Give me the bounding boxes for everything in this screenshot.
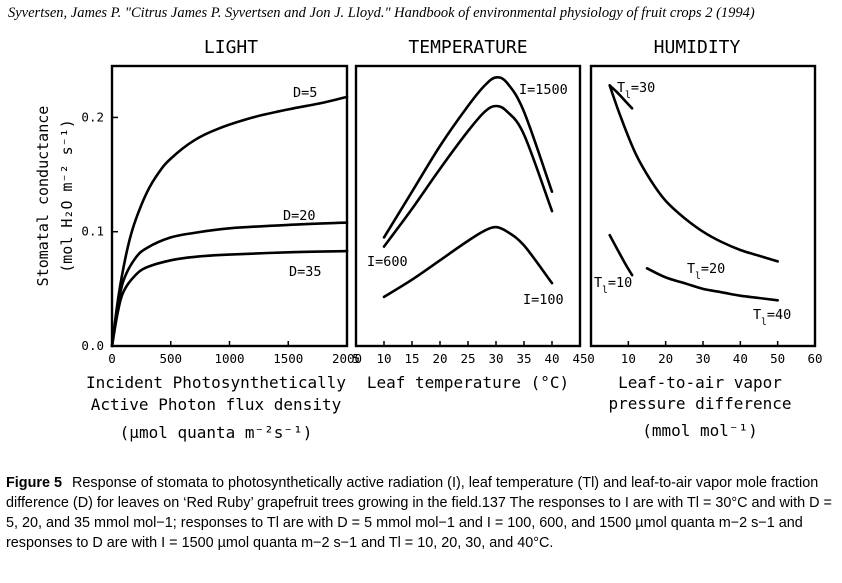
figure-caption: Figure 5 Response of stomata to photosyn… xyxy=(6,473,838,553)
temperature-xlabel: Leaf temperature (°C) xyxy=(367,373,569,392)
x-tick-label: 1500 xyxy=(273,351,303,366)
label-d5: D=5 xyxy=(293,85,317,101)
label-tl10-val: =10 xyxy=(608,275,632,291)
humidity-panel-title: HUMIDITY xyxy=(654,37,741,58)
label-tl20-val: =20 xyxy=(701,261,725,277)
y-tick-label: 0.2 xyxy=(81,109,104,124)
y-axis-label: Stomatal conductance (mol H₂O m⁻² s⁻¹) xyxy=(34,106,76,287)
label-tl20-sub: l xyxy=(695,271,701,282)
label-i600: I=600 xyxy=(367,254,408,270)
label-d35: D=35 xyxy=(289,264,322,280)
x-tick-label: 60 xyxy=(807,351,822,366)
x-tick-label: 2000 xyxy=(332,351,362,366)
x-tick-label: 1000 xyxy=(214,351,244,366)
curve-d-35 xyxy=(110,249,349,348)
citation: Syvertsen, James P. "Citrus James P. Syv… xyxy=(8,5,755,21)
humidity-panel-frame xyxy=(589,64,817,348)
x-tick-label: 0 xyxy=(108,351,116,366)
y-axis-label-line1: Stomatal conductance xyxy=(34,106,52,287)
y-ticks: 0.0 0.1 0.2 xyxy=(81,109,118,353)
light-panel-frame xyxy=(110,64,349,348)
x-tick-label: 15 xyxy=(404,351,419,366)
x-tick-label: 30 xyxy=(488,351,503,366)
label-i1500: I=1500 xyxy=(519,82,568,98)
label-tl30-t: T xyxy=(617,80,625,96)
curve-i-600 xyxy=(382,104,554,248)
curve-tl-40 xyxy=(608,84,634,110)
x-tick-label: 5 xyxy=(352,351,360,366)
x-tick-label: 35 xyxy=(516,351,531,366)
y-axis-label-line2: (mol H₂O m⁻² s⁻¹) xyxy=(58,119,76,273)
x-tick-label: 0 xyxy=(587,351,595,366)
curve-tl-30 xyxy=(608,84,779,263)
humidity-xlabel-line1: Leaf-to-air vapor xyxy=(618,373,782,392)
label-tl20: Tl=20 xyxy=(687,261,725,282)
label-tl40: Tl=40 xyxy=(753,307,791,328)
label-i100: I=100 xyxy=(523,292,564,308)
x-tick-label: 45 xyxy=(572,351,587,366)
humidity-xlabel-line3: (mmol mol⁻¹) xyxy=(642,421,758,440)
light-x-ticks: 0 500 1000 1500 2000 xyxy=(108,341,362,366)
curve-tl-20 xyxy=(645,267,779,302)
humidity-curves xyxy=(608,84,779,302)
temperature-panel-title: TEMPERATURE xyxy=(408,37,527,58)
label-d20: D=20 xyxy=(283,208,316,224)
x-tick-label: 10 xyxy=(376,351,391,366)
label-tl40-sub: l xyxy=(761,317,767,328)
label-tl10-t: T xyxy=(594,275,602,291)
x-tick-label: 20 xyxy=(432,351,447,366)
label-tl40-t: T xyxy=(753,307,761,323)
x-tick-label: 40 xyxy=(733,351,748,366)
x-tick-label: 500 xyxy=(159,351,182,366)
light-panel-title: LIGHT xyxy=(204,37,258,58)
y-tick-label: 0.0 xyxy=(81,338,104,353)
x-tick-label: 10 xyxy=(621,351,636,366)
caption-text: Response of stomata to photosyntheticall… xyxy=(6,475,832,551)
figure-5-chart: LIGHT TEMPERATURE HUMIDITY Stomatal cond… xyxy=(34,37,823,442)
x-tick-label: 30 xyxy=(695,351,710,366)
humidity-x-ticks: 0 10 20 30 40 50 60 xyxy=(587,341,823,366)
x-tick-label: 20 xyxy=(658,351,673,366)
curve-i-1500 xyxy=(382,75,554,239)
temperature-x-ticks: 5 10 15 20 25 30 35 40 45 xyxy=(352,341,588,366)
x-tick-label: 25 xyxy=(460,351,475,366)
label-tl10: Tl=10 xyxy=(594,275,632,296)
x-tick-label: 50 xyxy=(770,351,785,366)
light-curves xyxy=(110,95,349,348)
light-xlabel-line1: Incident Photosynthetically xyxy=(86,373,346,392)
label-tl30-val: =30 xyxy=(631,80,655,96)
humidity-xlabel-line2: pressure difference xyxy=(608,394,791,413)
curve-tl-10 xyxy=(608,233,634,277)
light-xlabel-line3: (µmol quanta m⁻²s⁻¹) xyxy=(120,423,313,442)
curve-d-5 xyxy=(110,95,349,348)
curve-i-100 xyxy=(382,225,554,299)
label-tl10-sub: l xyxy=(602,285,608,296)
x-tick-label: 40 xyxy=(544,351,559,366)
label-tl20-t: T xyxy=(687,261,695,277)
light-xlabel-line2: Active Photon flux density xyxy=(91,395,342,414)
label-tl30: Tl=30 xyxy=(617,80,655,101)
temperature-curves xyxy=(382,75,554,299)
label-tl40-val: =40 xyxy=(767,307,791,323)
curve-d-20 xyxy=(110,221,349,348)
label-tl30-sub: l xyxy=(625,90,631,101)
caption-label: Figure 5 xyxy=(6,475,62,491)
y-tick-label: 0.1 xyxy=(81,224,104,239)
